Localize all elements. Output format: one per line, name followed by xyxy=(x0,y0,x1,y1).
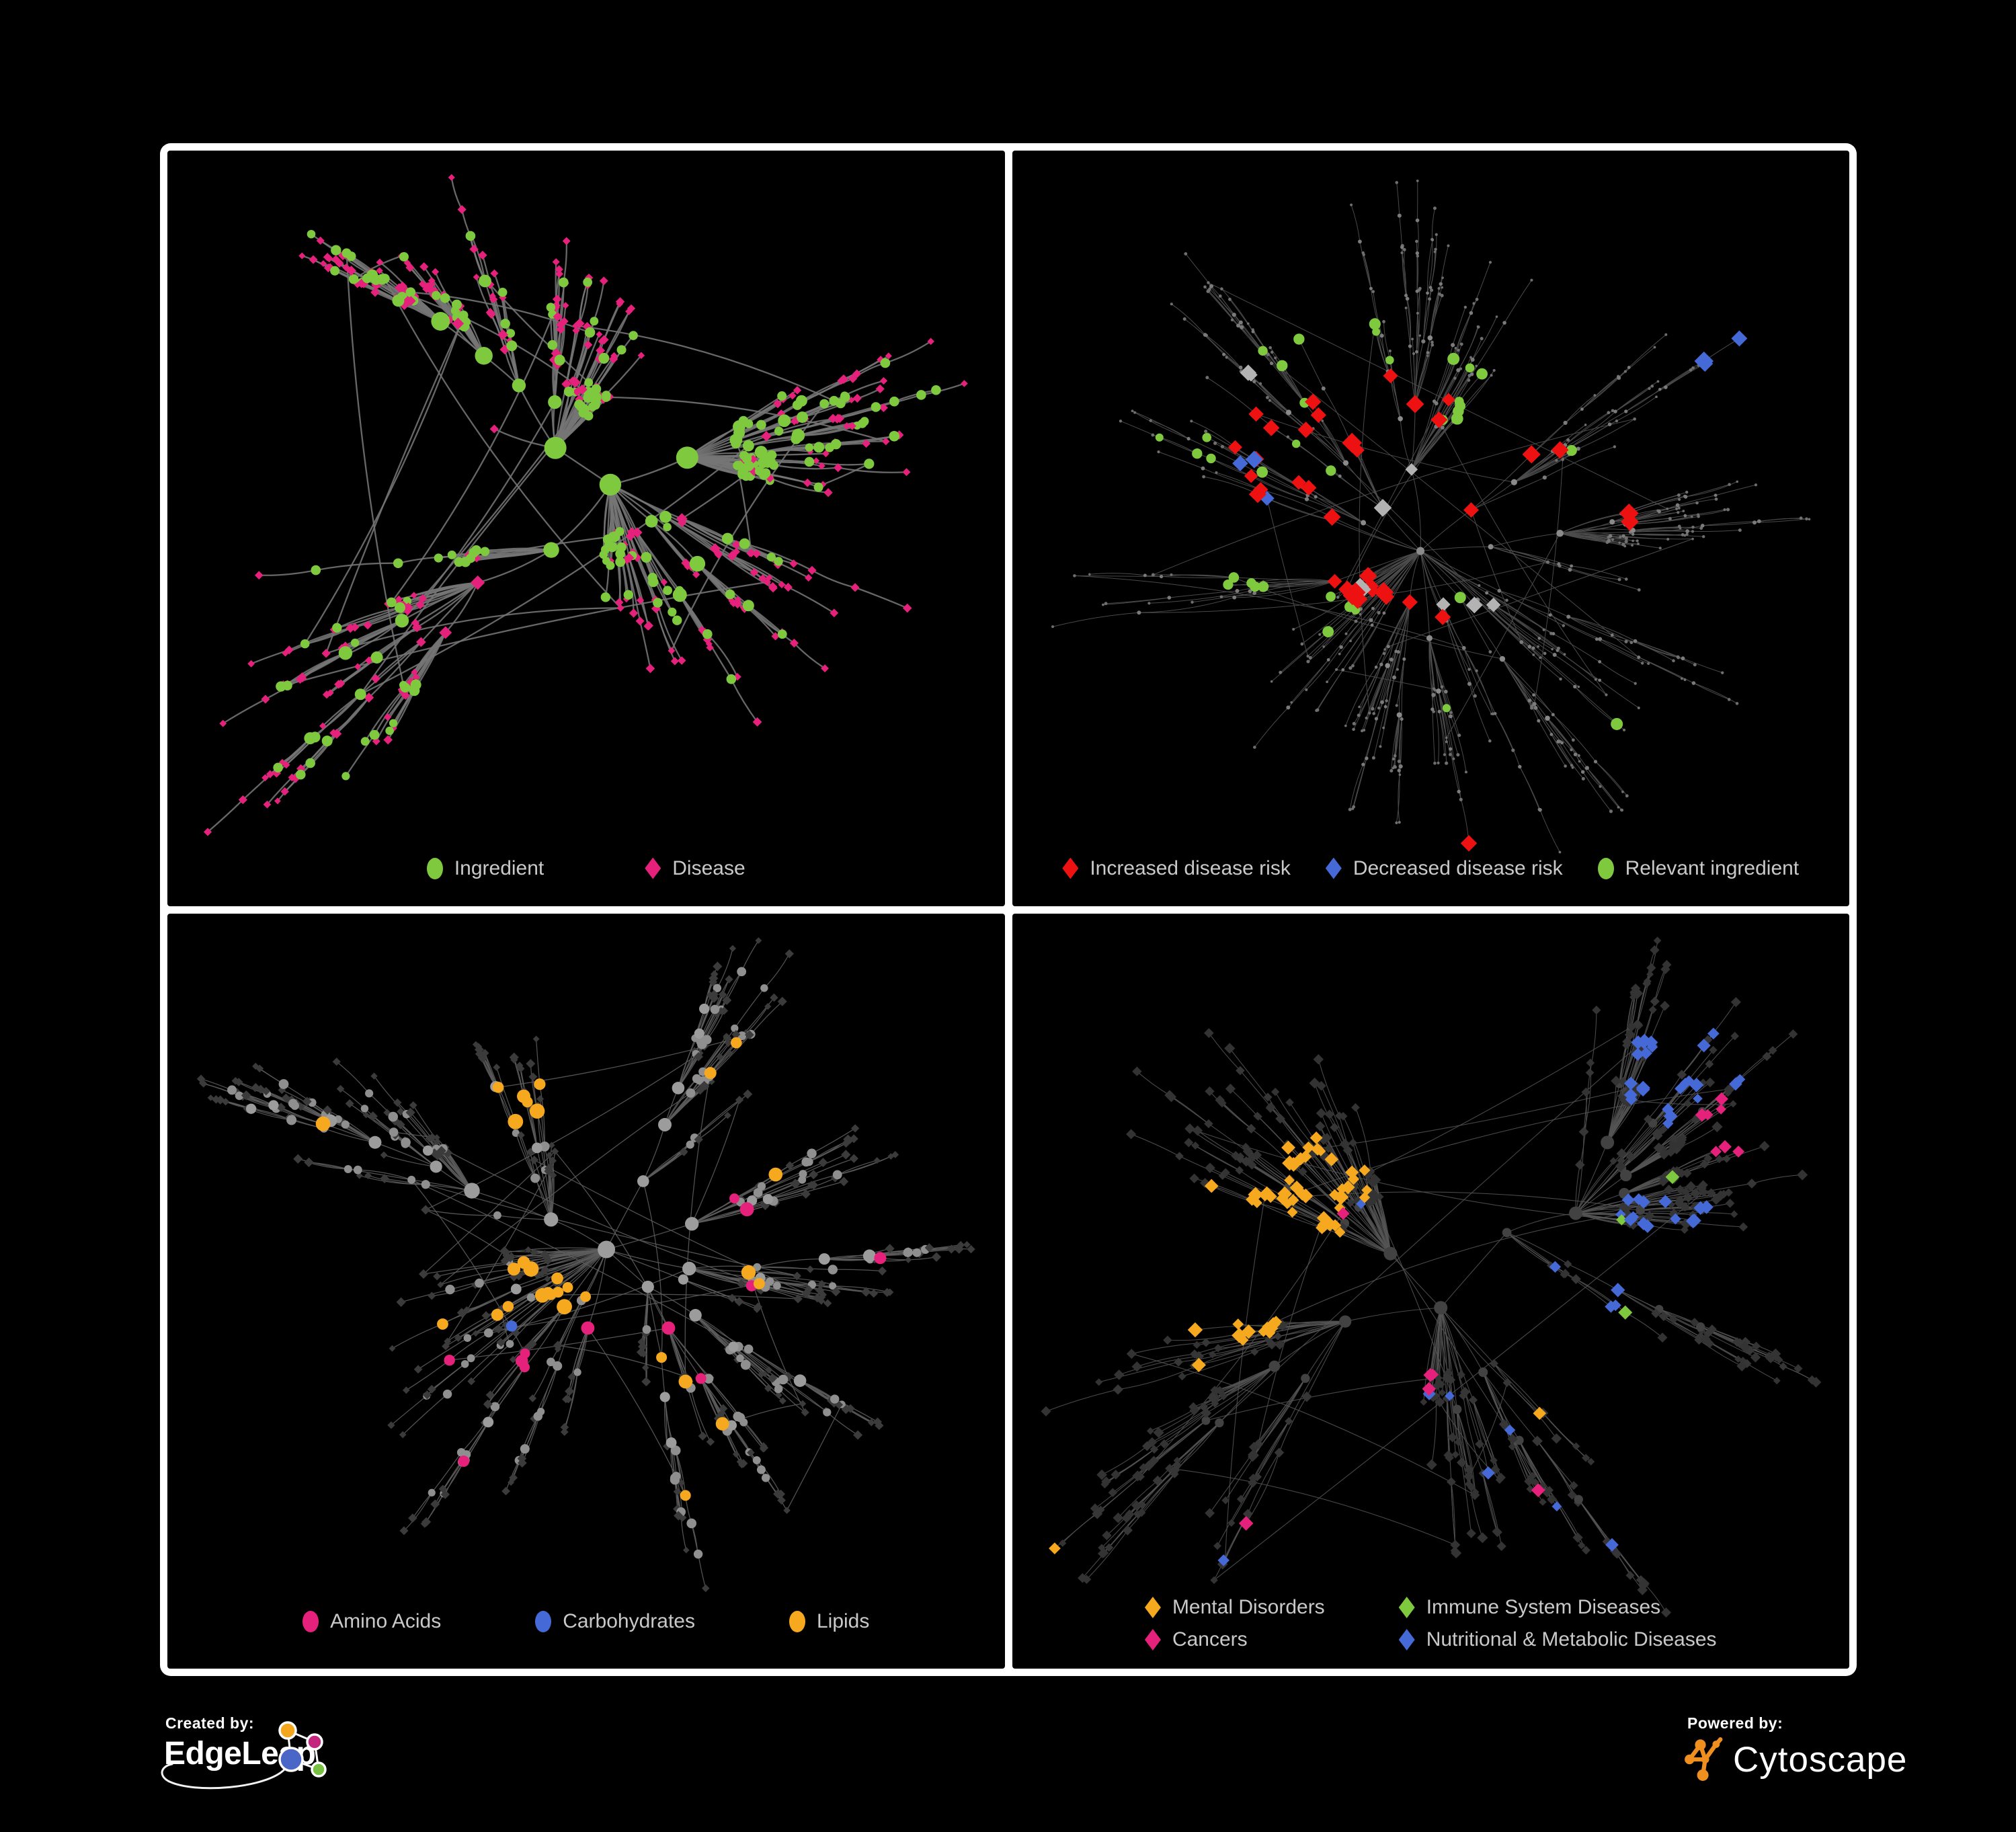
disease-risk-network-canvas xyxy=(1051,180,1810,854)
ingredient-disease-legend: Ingredient Disease xyxy=(167,857,1005,880)
panel-nutrient-classes: Amino Acids Carbohydrates Lipids xyxy=(167,913,1005,1669)
legend-item: Mental Disorders xyxy=(1144,1596,1325,1619)
legend-label: Immune System Diseases xyxy=(1426,1596,1661,1618)
powered-by-block: Powered by: xyxy=(1682,1714,2005,1822)
legend-label: Relevant ingredient xyxy=(1625,857,1800,879)
legend-item: Decreased disease risk xyxy=(1325,857,1563,880)
legend-item: Ingredient xyxy=(426,857,545,880)
edgeleap-logo xyxy=(161,1721,327,1790)
legend-item: Disease xyxy=(645,857,745,880)
figure-grid: Ingredient Disease Increased disease risk… xyxy=(160,143,1857,1676)
panel-disease-risk: Increased disease risk Decreased disease … xyxy=(1012,151,1850,906)
legend-item: Relevant ingredient xyxy=(1597,857,1800,880)
circle-swatch xyxy=(789,1611,805,1632)
legend-label: Cancers xyxy=(1172,1628,1248,1650)
diamond-swatch xyxy=(645,857,661,879)
diamond-swatch xyxy=(1398,1629,1415,1650)
legend-label: Increased disease risk xyxy=(1090,857,1291,879)
created-by-block: Created by: EdgeLeap xyxy=(161,1714,511,1822)
diamond-swatch xyxy=(1062,857,1079,879)
legend-label: Mental Disorders xyxy=(1172,1596,1325,1618)
figure-footer: Created by: EdgeLeap Powered by: xyxy=(0,1704,2016,1820)
nutrient-class-legend: Amino Acids Carbohydrates Lipids xyxy=(167,1610,1005,1633)
disease-category-legend: Mental Disorders Immune System Diseases Ca… xyxy=(1012,1596,1850,1651)
legend-item: Amino Acids xyxy=(303,1610,441,1633)
diamond-swatch xyxy=(1325,857,1342,879)
legend-label: Carbohydrates xyxy=(563,1610,695,1632)
edgeleap-node-magenta xyxy=(306,1733,323,1751)
ingredient-disease-network-canvas xyxy=(203,173,968,836)
legend-item: Immune System Diseases xyxy=(1398,1596,1717,1619)
legend-item: Increased disease risk xyxy=(1062,857,1291,880)
legend-item: Cancers xyxy=(1144,1628,1325,1651)
legend-label: Nutritional & Metabolic Diseases xyxy=(1426,1628,1717,1650)
cytoscape-wordmark: Cytoscape xyxy=(1733,1739,1908,1780)
legend-label: Lipids xyxy=(816,1610,870,1632)
diamond-swatch xyxy=(1144,1597,1161,1618)
disease-category-network-canvas xyxy=(1040,936,1821,1618)
cytoscape-logo-icon xyxy=(1685,1737,1723,1781)
edgeleap-node-orange xyxy=(278,1721,297,1740)
disease-risk-legend: Increased disease risk Decreased disease … xyxy=(1012,857,1850,880)
legend-item: Carbohydrates xyxy=(535,1610,695,1633)
created-by-label: Created by: xyxy=(165,1714,255,1732)
powered-by-label: Powered by: xyxy=(1687,1714,1783,1732)
legend-item: Lipids xyxy=(789,1610,869,1633)
edgeleap-node-blue xyxy=(278,1747,304,1772)
circle-swatch xyxy=(535,1611,552,1632)
diamond-swatch xyxy=(1398,1597,1415,1618)
panel-disease-categories: Mental Disorders Immune System Diseases Ca… xyxy=(1012,913,1850,1669)
nutrient-class-network-canvas xyxy=(196,937,975,1592)
legend-label: Decreased disease risk xyxy=(1353,857,1563,879)
edgeleap-swoosh xyxy=(161,1763,286,1790)
circle-swatch xyxy=(426,857,443,879)
panel-ingredient-disease: Ingredient Disease xyxy=(167,151,1005,906)
cytoscape-logo-nodes xyxy=(1685,1737,1723,1781)
legend-item: Nutritional & Metabolic Diseases xyxy=(1398,1628,1717,1651)
legend-label: Ingredient xyxy=(454,857,545,879)
legend-label: Amino Acids xyxy=(330,1610,442,1632)
diamond-swatch xyxy=(1144,1629,1161,1650)
legend-label: Disease xyxy=(672,857,745,879)
edgeleap-node-green xyxy=(311,1761,327,1778)
circle-swatch xyxy=(303,1611,319,1632)
circle-swatch xyxy=(1597,857,1614,879)
